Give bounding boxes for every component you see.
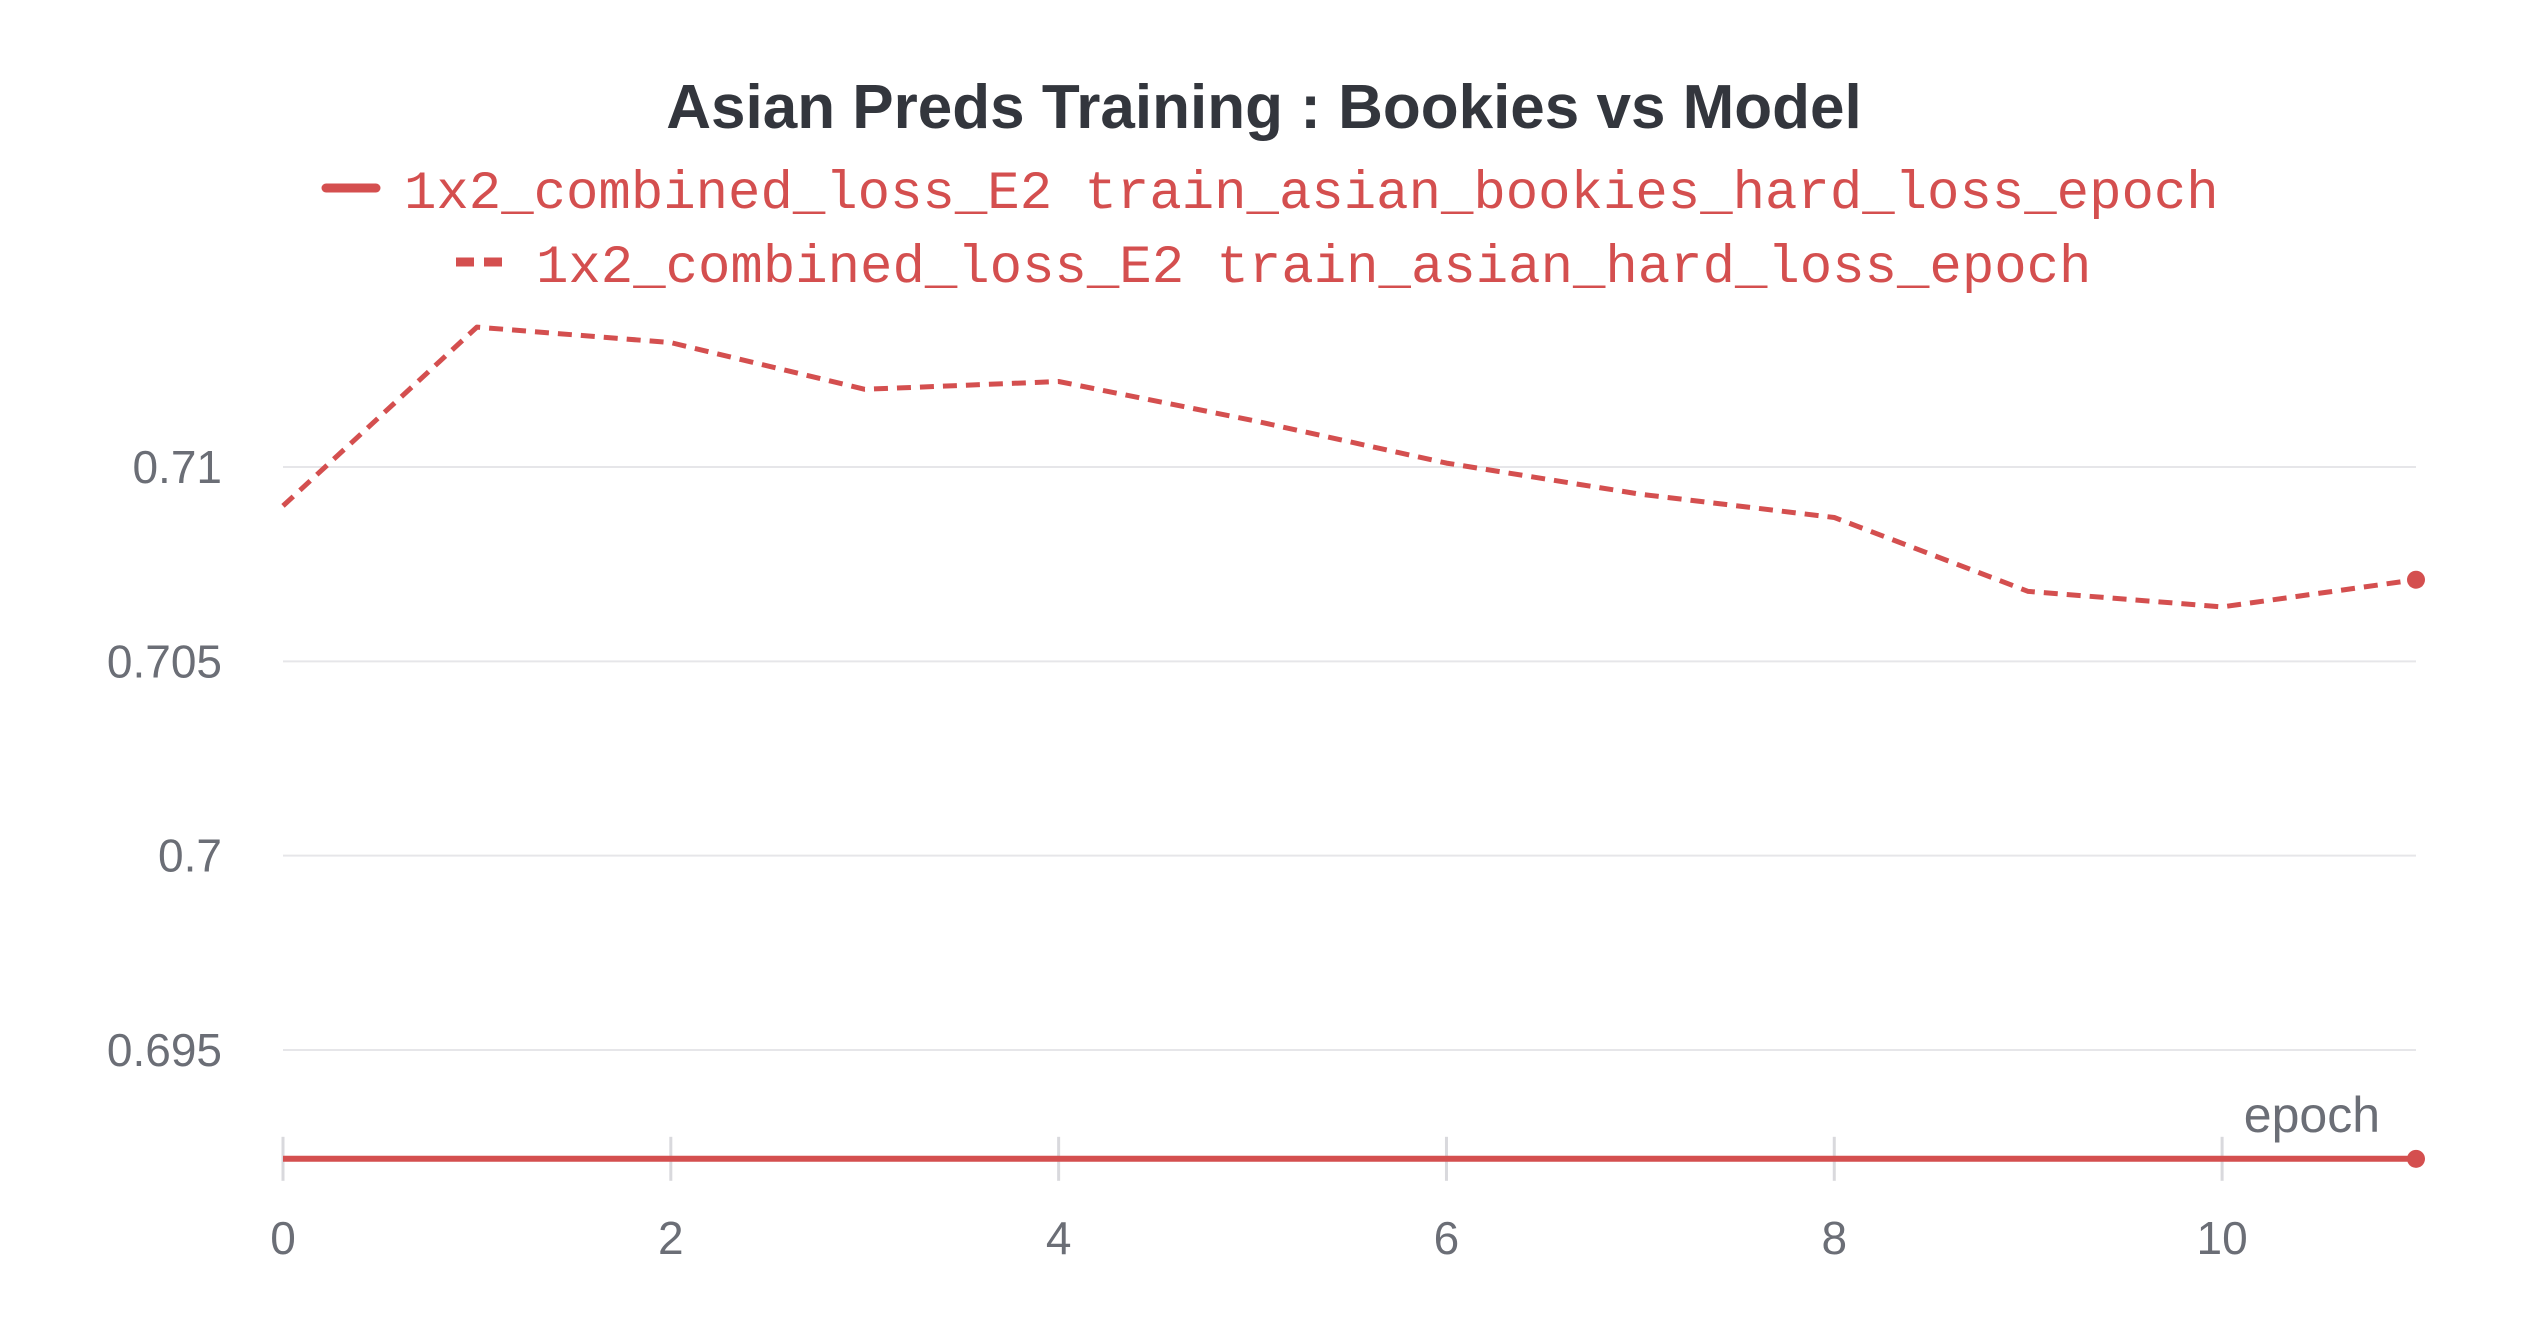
x-tick-label: 4 [1046,1212,1072,1264]
y-tick-label: 0.705 [107,635,222,687]
x-tick-label: 8 [1821,1212,1847,1264]
x-axis-label: epoch [2244,1087,2380,1143]
legend-item-dashed[interactable]: 1x2_combined_loss_E2 train_asian_hard_lo… [456,238,2091,299]
plot-area [281,324,2425,1168]
x-tick-label: 0 [270,1212,296,1264]
x-tick-label: 10 [2197,1212,2248,1264]
legend-label-solid: 1x2_combined_loss_E2 train_asian_bookies… [404,164,2219,225]
gridlines [283,466,2416,1051]
y-tick-label: 0.71 [132,441,222,493]
series-end-point [2407,570,2425,589]
y-tick-label: 0.7 [158,830,222,882]
y-axis: 0.695 0.7 0.705 0.71 [107,441,222,1076]
series-end-point [2407,1149,2425,1168]
chart-title: Asian Preds Training : Bookies vs Model [666,73,1862,142]
legend: 1x2_combined_loss_E2 train_asian_bookies… [321,164,2219,299]
x-tick-label: 2 [658,1212,684,1264]
x-axis: 0 2 4 6 8 10 [270,1136,2248,1264]
x-tick-label: 6 [1434,1212,1460,1264]
legend-label-dashed: 1x2_combined_loss_E2 train_asian_hard_lo… [536,238,2091,299]
legend-item-solid[interactable]: 1x2_combined_loss_E2 train_asian_bookies… [321,164,2219,225]
y-tick-label: 0.695 [107,1024,222,1076]
series-line-dashed [281,324,2417,610]
